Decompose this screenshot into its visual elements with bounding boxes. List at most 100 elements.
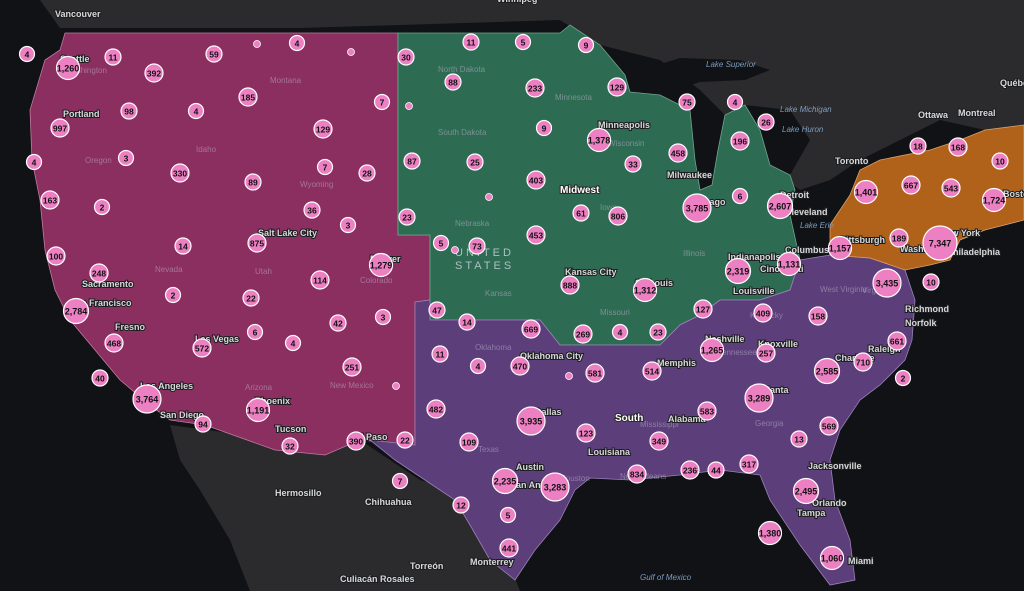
cluster-circle[interactable] <box>572 204 590 222</box>
cluster-circle[interactable] <box>901 175 921 195</box>
cluster-marker[interactable]: 94 <box>194 415 212 433</box>
cluster-circle[interactable] <box>726 93 744 111</box>
cluster-marker[interactable]: 875 <box>247 233 267 253</box>
cluster-marker[interactable]: 61 <box>572 204 590 222</box>
cluster-marker[interactable]: 114 <box>310 270 330 290</box>
cluster-marker[interactable]: 98 <box>120 102 138 120</box>
cluster-circle[interactable] <box>174 237 192 255</box>
cluster-circle[interactable] <box>426 399 446 419</box>
cluster-marker[interactable]: 3,785 <box>682 193 712 223</box>
cluster-circle[interactable] <box>611 323 629 341</box>
point-markers[interactable] <box>253 40 573 390</box>
cluster-circle[interactable] <box>459 432 479 452</box>
cluster-marker[interactable]: 834 <box>627 464 647 484</box>
cluster-marker[interactable]: 482 <box>426 399 446 419</box>
cluster-marker[interactable]: 3,289 <box>744 383 774 413</box>
cluster-circle[interactable] <box>576 423 596 443</box>
cluster-marker[interactable]: 236 <box>680 460 700 480</box>
cluster-circle[interactable] <box>649 431 669 451</box>
cluster-marker[interactable]: 1,060 <box>819 545 845 571</box>
point-marker[interactable] <box>253 40 261 48</box>
cluster-circle[interactable] <box>894 369 912 387</box>
cluster-circle[interactable] <box>428 301 446 319</box>
cluster-circle[interactable] <box>281 437 299 455</box>
cluster-circle[interactable] <box>192 338 212 358</box>
cluster-marker[interactable]: 75 <box>678 93 696 111</box>
cluster-marker[interactable]: 36 <box>303 201 321 219</box>
cluster-marker[interactable]: 129 <box>313 119 333 139</box>
cluster-marker[interactable]: 3 <box>117 149 135 167</box>
cluster-circle[interactable] <box>632 277 658 303</box>
cluster-circle[interactable] <box>697 401 717 421</box>
cluster-circle[interactable] <box>948 137 968 157</box>
cluster-circle[interactable] <box>466 153 484 171</box>
cluster-circle[interactable] <box>526 170 546 190</box>
cluster-marker[interactable]: 89 <box>244 173 262 191</box>
cluster-marker[interactable]: 409 <box>753 303 773 323</box>
cluster-circle[interactable] <box>790 430 808 448</box>
cluster-circle[interactable] <box>468 237 486 255</box>
cluster-marker[interactable]: 11 <box>462 33 480 51</box>
cluster-circle[interactable] <box>682 193 712 223</box>
cluster-circle[interactable] <box>668 143 688 163</box>
cluster-marker[interactable]: 468 <box>104 333 124 353</box>
cluster-circle[interactable] <box>731 187 749 205</box>
cluster-circle[interactable] <box>586 127 612 153</box>
cluster-circle[interactable] <box>194 415 212 433</box>
cluster-circle[interactable] <box>187 102 205 120</box>
cluster-marker[interactable]: 18 <box>909 137 927 155</box>
cluster-circle[interactable] <box>872 268 902 298</box>
cluster-circle[interactable] <box>104 333 124 353</box>
cluster-circle[interactable] <box>981 187 1007 213</box>
cluster-circle[interactable] <box>757 520 783 546</box>
cluster-circle[interactable] <box>104 48 122 66</box>
cluster-marker[interactable]: 23 <box>649 323 667 341</box>
cluster-marker[interactable]: 3,764 <box>132 384 162 414</box>
cluster-circle[interactable] <box>397 48 415 66</box>
cluster-marker[interactable]: 3 <box>374 308 392 326</box>
cluster-circle[interactable] <box>535 119 553 137</box>
cluster-circle[interactable] <box>776 251 802 277</box>
cluster-circle[interactable] <box>396 431 414 449</box>
cluster-circle[interactable] <box>62 297 90 325</box>
cluster-circle[interactable] <box>514 33 532 51</box>
cluster-marker[interactable]: 9 <box>535 119 553 137</box>
cluster-circle[interactable] <box>117 149 135 167</box>
cluster-circle[interactable] <box>526 225 546 245</box>
cluster-marker[interactable]: 330 <box>170 163 190 183</box>
cluster-circle[interactable] <box>819 416 839 436</box>
cluster-marker[interactable]: 572 <box>192 338 212 358</box>
cluster-circle[interactable] <box>853 352 873 372</box>
cluster-marker[interactable]: 3,283 <box>540 472 570 502</box>
cluster-circle[interactable] <box>724 257 752 285</box>
cluster-circle[interactable] <box>432 234 450 252</box>
cluster-marker[interactable]: 100 <box>46 246 66 266</box>
cluster-circle[interactable] <box>922 273 940 291</box>
cluster-circle[interactable] <box>238 87 258 107</box>
cluster-marker[interactable]: 14 <box>458 313 476 331</box>
cluster-marker[interactable]: 1,380 <box>757 520 783 546</box>
cluster-circle[interactable] <box>499 506 517 524</box>
cluster-circle[interactable] <box>89 263 109 283</box>
cluster-marker[interactable]: 2,235 <box>491 467 519 495</box>
cluster-circle[interactable] <box>313 119 333 139</box>
cluster-marker[interactable]: 441 <box>499 538 519 558</box>
cluster-circle[interactable] <box>40 190 60 210</box>
cluster-circle[interactable] <box>739 454 759 474</box>
cluster-marker[interactable]: 33 <box>624 155 642 173</box>
cluster-circle[interactable] <box>373 93 391 111</box>
cluster-marker[interactable]: 1,401 <box>853 179 879 205</box>
cluster-marker[interactable]: 22 <box>396 431 414 449</box>
cluster-marker[interactable]: 13 <box>790 430 808 448</box>
cluster-marker[interactable]: 4 <box>469 357 487 375</box>
cluster-circle[interactable] <box>458 313 476 331</box>
point-marker[interactable] <box>392 382 400 390</box>
cluster-circle[interactable] <box>245 397 271 423</box>
cluster-marker[interactable]: 4 <box>284 334 302 352</box>
cluster-marker[interactable]: 1,312 <box>632 277 658 303</box>
cluster-circle[interactable] <box>50 118 70 138</box>
cluster-circle[interactable] <box>398 208 416 226</box>
cluster-marker[interactable]: 403 <box>526 170 546 190</box>
